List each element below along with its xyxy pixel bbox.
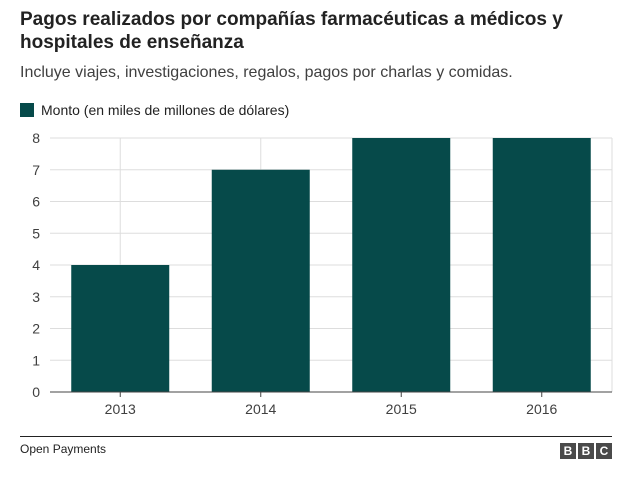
legend-label: Monto (en miles de millones de dólares) — [41, 102, 290, 118]
x-tick-label: 2015 — [386, 401, 417, 417]
bbc-logo: B B C — [560, 443, 612, 459]
y-tick-label: 7 — [32, 162, 40, 178]
x-tick-label: 2016 — [526, 401, 557, 417]
bar — [71, 265, 170, 392]
legend-swatch — [20, 103, 34, 117]
logo-letter: B — [578, 443, 594, 459]
y-tick-label: 0 — [32, 384, 40, 400]
bar — [352, 138, 451, 392]
legend: Monto (en miles de millones de dólares) — [20, 102, 289, 118]
y-tick-label: 5 — [32, 225, 40, 241]
bar — [492, 138, 591, 392]
logo-letter: C — [596, 443, 612, 459]
y-tick-label: 4 — [32, 257, 40, 273]
y-tick-label: 2 — [32, 321, 40, 337]
footer-divider — [20, 436, 612, 437]
y-tick-label: 6 — [32, 194, 40, 210]
x-tick-label: 2014 — [245, 401, 276, 417]
source-label: Open Payments — [20, 442, 107, 456]
chart-subtitle: Incluye viajes, investigaciones, regalos… — [20, 64, 513, 81]
y-tick-label: 1 — [32, 352, 40, 368]
logo-letter: B — [560, 443, 576, 459]
x-tick-label: 2013 — [105, 401, 136, 417]
chart-title: Pagos realizados por compañías farmacéut… — [20, 9, 563, 53]
y-tick-label: 3 — [32, 289, 40, 305]
bar — [211, 169, 310, 392]
y-tick-label: 8 — [32, 130, 40, 146]
